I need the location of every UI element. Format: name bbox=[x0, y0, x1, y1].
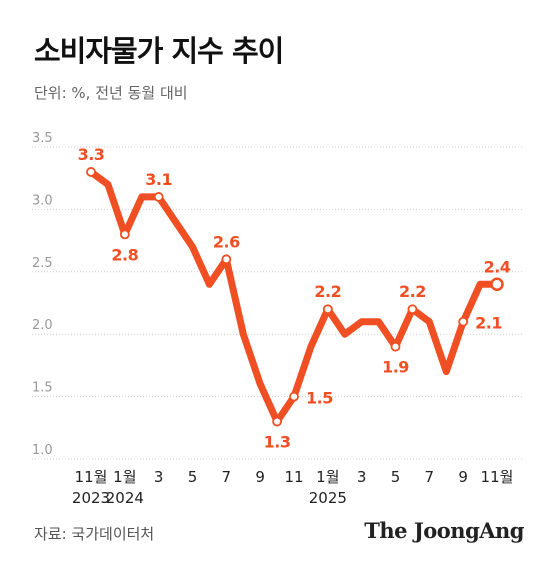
data-point-marker bbox=[322, 304, 333, 315]
x-tick-year-label: 2024 bbox=[106, 489, 144, 507]
data-label: 2.4 bbox=[484, 257, 511, 276]
data-label: 1.3 bbox=[264, 433, 291, 452]
x-tick-label: 5 bbox=[188, 468, 198, 486]
x-tick-label: 7 bbox=[222, 468, 232, 486]
data-label: 1.9 bbox=[382, 358, 409, 377]
series-line bbox=[87, 168, 501, 426]
y-tick-label: 3.0 bbox=[32, 193, 53, 208]
brand-logo: The JoongAng bbox=[364, 518, 524, 543]
data-point-marker bbox=[289, 391, 299, 402]
y-tick-label: 3.5 bbox=[32, 131, 53, 146]
data-point-marker bbox=[407, 304, 418, 315]
chart-subtitle: 단위: %, 전년 동월 대비 bbox=[34, 84, 188, 102]
data-label: 1.5 bbox=[306, 389, 333, 408]
line-chart: 3.5 3.0 2.5 2.0 1.5 1.0 3.3 2.8 3.1 2.6 1.3 1.5 2.2… bbox=[32, 131, 522, 507]
x-tick-label: 1월 bbox=[113, 468, 136, 486]
x-tick-label: 5 bbox=[391, 468, 401, 486]
x-tick-label: 11월 bbox=[75, 468, 108, 486]
x-tick-label: 11월 bbox=[481, 468, 514, 486]
data-point-marker bbox=[390, 341, 401, 352]
x-tick-label: 11 bbox=[284, 468, 303, 486]
x-tick-label: 3 bbox=[154, 468, 164, 486]
data-label: 3.1 bbox=[145, 170, 172, 189]
data-point-marker bbox=[490, 277, 504, 292]
data-label: 2.1 bbox=[475, 314, 502, 333]
data-point-marker bbox=[153, 192, 164, 202]
y-tick-label: 2.0 bbox=[32, 318, 53, 333]
data-label: 3.3 bbox=[78, 145, 105, 164]
data-point-marker bbox=[119, 229, 130, 240]
chart-title: 소비자물가 지수 추이 bbox=[34, 34, 284, 68]
data-label: 2.2 bbox=[399, 282, 426, 301]
x-tick-label: 3 bbox=[357, 468, 367, 486]
y-tick-label: 1.0 bbox=[32, 443, 53, 458]
x-tick-label: 9 bbox=[458, 468, 468, 486]
x-tick-label: 7 bbox=[425, 468, 435, 486]
y-tick-label: 1.5 bbox=[32, 381, 53, 396]
data-label: 2.2 bbox=[314, 282, 341, 301]
data-source: 자료: 국가데이터처 bbox=[34, 525, 155, 543]
data-point-marker bbox=[272, 416, 282, 427]
data-point-marker bbox=[458, 316, 469, 327]
data-point-marker bbox=[86, 167, 96, 177]
x-tick-label: 1월 bbox=[316, 468, 339, 486]
data-point-marker bbox=[221, 254, 232, 265]
data-label: 2.8 bbox=[111, 245, 138, 264]
x-tick-year-label: 2023 bbox=[72, 489, 110, 507]
data-label: 2.6 bbox=[213, 232, 240, 251]
y-tick-label: 2.5 bbox=[32, 256, 53, 271]
x-tick-year-label: 2025 bbox=[309, 489, 347, 507]
x-tick-label: 9 bbox=[255, 468, 265, 486]
